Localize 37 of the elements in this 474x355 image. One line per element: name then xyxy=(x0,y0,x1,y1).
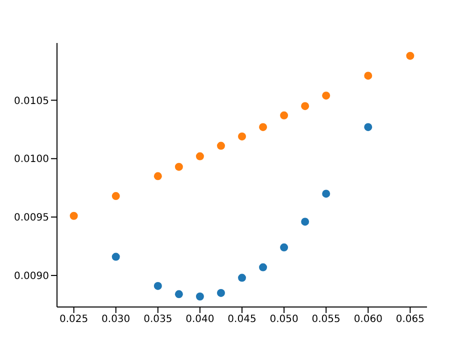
point xyxy=(154,282,162,290)
x-tick-label: 0.030 xyxy=(102,314,130,326)
point xyxy=(238,132,246,140)
x-tick-label: 0.065 xyxy=(396,314,424,326)
point xyxy=(112,192,120,200)
x-tick-label: 0.035 xyxy=(144,314,172,326)
point xyxy=(364,123,372,132)
point xyxy=(364,72,372,80)
point xyxy=(238,274,246,282)
point xyxy=(154,172,162,180)
point xyxy=(196,152,204,160)
y-tick-label: 0.0100 xyxy=(14,154,49,166)
point xyxy=(259,263,268,272)
point xyxy=(280,111,288,120)
point xyxy=(322,92,330,100)
point xyxy=(301,218,310,226)
point xyxy=(301,102,310,110)
x-tick-label: 0.050 xyxy=(270,314,298,326)
point xyxy=(174,162,183,171)
x-tick-label: 0.025 xyxy=(60,314,88,326)
point xyxy=(216,288,225,297)
point xyxy=(406,52,414,60)
y-tick-label: 0.0090 xyxy=(14,271,49,282)
x-tick-label: 0.055 xyxy=(312,314,340,326)
x-tick-label: 0.040 xyxy=(186,314,214,326)
x-tick-label: 0.060 xyxy=(354,314,382,326)
point xyxy=(174,290,183,298)
point xyxy=(280,243,288,252)
point xyxy=(112,252,120,261)
point xyxy=(216,142,225,150)
y-tick-label: 0.0095 xyxy=(14,212,49,224)
point xyxy=(196,292,204,300)
y-tick-label: 0.0105 xyxy=(14,96,49,107)
point xyxy=(322,190,330,198)
point xyxy=(70,212,78,220)
x-tick-label: 0.045 xyxy=(228,314,256,326)
point xyxy=(259,123,268,132)
